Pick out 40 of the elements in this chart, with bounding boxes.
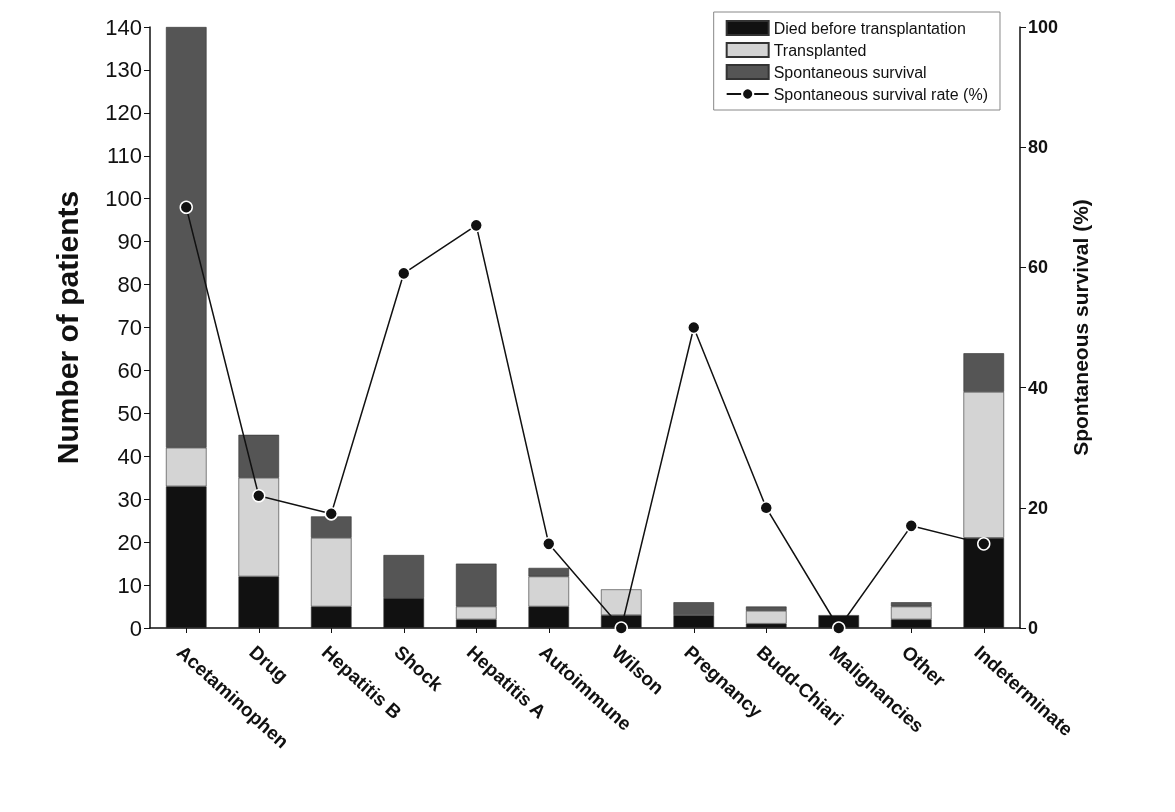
point <box>179 200 193 215</box>
point <box>904 519 918 533</box>
legend-label: Died before transplantation <box>773 19 966 37</box>
point <box>469 218 483 233</box>
point <box>759 501 773 515</box>
y-tick-label: 140 <box>105 14 142 40</box>
y-tick-label: 80 <box>117 272 142 298</box>
y2-tick-label: 80 <box>1028 137 1049 158</box>
y-tick-label: 30 <box>117 486 142 512</box>
point <box>614 621 628 635</box>
legend-label: Spontaneous survival <box>773 63 927 81</box>
point <box>252 489 266 503</box>
point <box>542 537 556 551</box>
bar <box>745 610 787 624</box>
point <box>397 266 411 281</box>
y-tick-label: 10 <box>117 572 142 598</box>
y-tick-label: 60 <box>117 357 142 383</box>
point <box>832 621 846 635</box>
y-tick-label: 0 <box>129 615 142 641</box>
y-tick-label: 20 <box>117 529 142 555</box>
y-tick-label: 50 <box>117 400 142 426</box>
point <box>324 507 338 521</box>
y2-tick-label: 0 <box>1028 618 1039 638</box>
legend-label: Spontaneous survival rate (%) <box>773 85 988 103</box>
y-tick-label: 120 <box>105 100 142 126</box>
y-tick-label: 100 <box>105 186 142 212</box>
point <box>687 320 701 335</box>
y2-tick-label: 100 <box>1028 17 1059 37</box>
y2-tick-label: 20 <box>1028 497 1049 518</box>
y2-tick-label: 60 <box>1028 257 1049 278</box>
point <box>977 537 991 551</box>
y2-tick-label: 40 <box>1028 377 1049 398</box>
y-tick-label: 40 <box>117 443 142 469</box>
y-tick-label: 130 <box>105 57 142 83</box>
y-tick-label: 90 <box>117 229 142 255</box>
y-tick-label: 110 <box>106 143 142 169</box>
y-tick-label: 70 <box>117 315 142 340</box>
y2-axis-title: Spontaneous survival (%) <box>1069 199 1092 456</box>
y-axis-title: Number of patients <box>50 190 84 465</box>
legend-label: Transplanted <box>773 41 867 59</box>
